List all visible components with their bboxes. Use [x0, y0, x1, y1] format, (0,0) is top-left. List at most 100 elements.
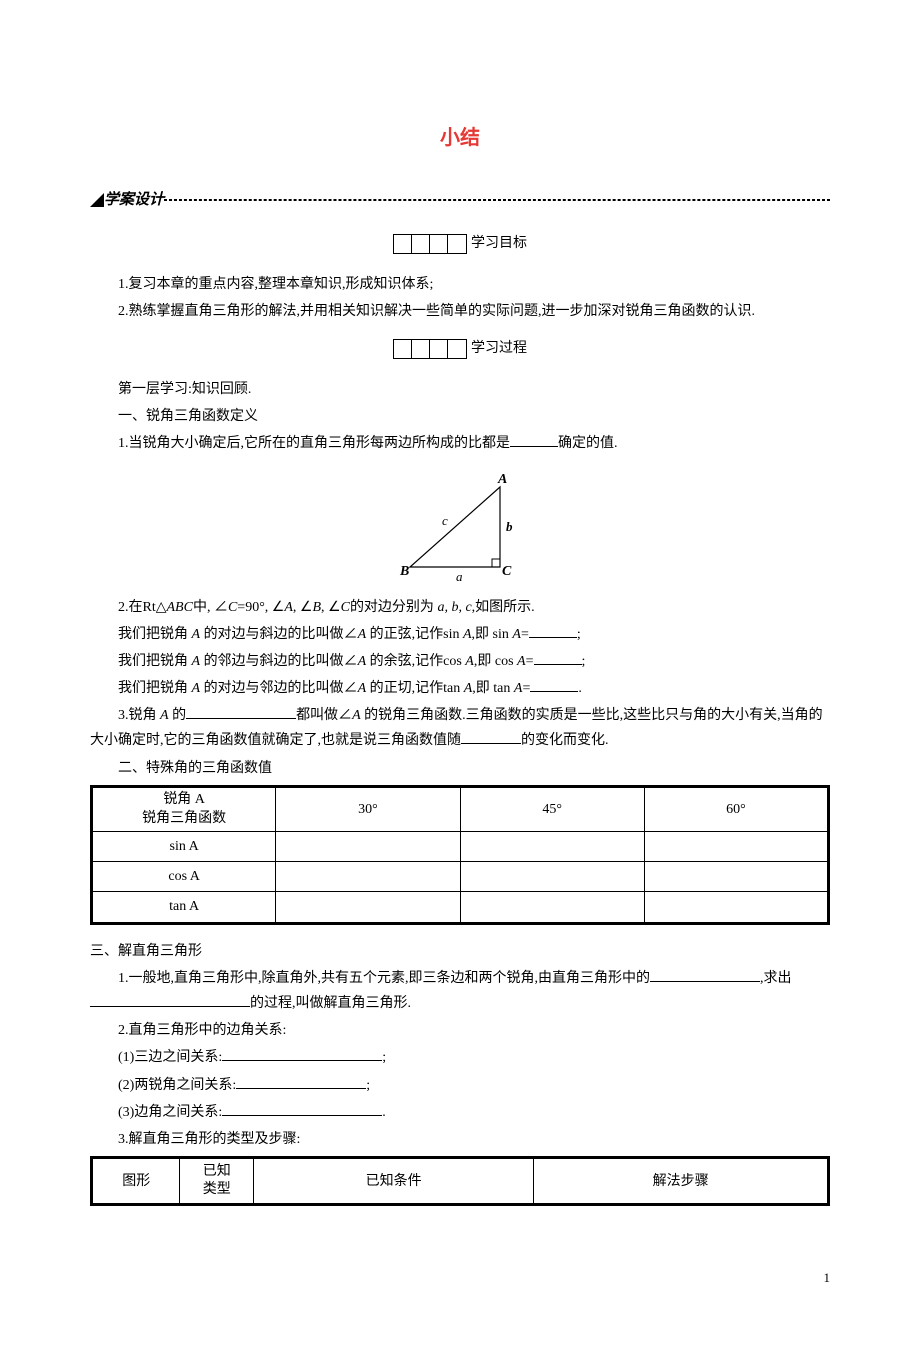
sub-label-process: 学习过程 — [471, 336, 527, 361]
trig-h3: 60° — [644, 786, 828, 831]
cos-line: 我们把锐角 A 的邻边与斜边的比叫做∠A 的余弦,记作cos A,即 cos A… — [90, 649, 830, 674]
t: =90°, ∠ — [237, 600, 284, 615]
goal-1: 1.复习本章的重点内容,整理本章知识,形成知识体系; — [90, 272, 830, 297]
t: = — [522, 681, 530, 696]
t: ; — [577, 627, 581, 642]
text: 1.当锐角大小确定后,它所在的直角三角形每两边所构成的比都是 — [118, 436, 510, 451]
right-triangle-diagram: A B C a b c — [380, 467, 540, 587]
t: ,即 tan — [472, 681, 514, 696]
t: 我们把锐角 — [118, 681, 188, 696]
t: 的邻边与斜边的比叫做∠ — [204, 654, 358, 669]
t: 1.一般地,直角三角形中,除直角外,共有五个元素,即三条边和两个锐角,由直角三角… — [118, 971, 650, 986]
t: 的正切,记作tan — [370, 681, 464, 696]
t: 的 — [172, 708, 186, 723]
svg-text:a: a — [456, 569, 463, 584]
sec3-p2-1: (1)三边之间关系:; — [90, 1045, 830, 1070]
subheading-process: 学习过程 — [90, 336, 830, 367]
t: ,如图所示. — [472, 600, 535, 615]
sec2-title: 二、特殊角的三角函数值 — [90, 756, 830, 781]
t: A — [512, 627, 521, 642]
sub-cells-icon — [393, 339, 467, 359]
t: 中, ∠ — [193, 600, 228, 615]
subheading-goals: 学习目标 — [90, 231, 830, 262]
layer1-text: 第一层学习:知识回顾. — [90, 377, 830, 402]
t: A — [352, 708, 361, 723]
steps-table: 图形 已知 类型 已知条件 解法步骤 — [90, 1156, 830, 1206]
blank — [534, 651, 582, 665]
blank — [510, 433, 558, 447]
sec3-p2: 2.直角三角形中的边角关系: — [90, 1018, 830, 1043]
blank — [236, 1075, 366, 1089]
steps-h2: 已知 类型 — [180, 1158, 254, 1205]
row-sin: sin A — [92, 832, 276, 862]
blank — [461, 730, 521, 744]
trig-h0: 锐角 A 锐角三角函数 — [92, 786, 276, 831]
t: 的对边与邻边的比叫做∠ — [204, 681, 358, 696]
triangle-bullet-icon — [90, 193, 104, 207]
t: ,即 sin — [472, 627, 513, 642]
t: . — [382, 1105, 386, 1120]
t: ABC — [167, 600, 193, 615]
t: (1)三边之间关系: — [118, 1050, 222, 1065]
t: A — [192, 627, 201, 642]
trig-h1: 30° — [276, 786, 460, 831]
sin-line: 我们把锐角 A 的对边与斜边的比叫做∠A 的正弦,记作sin A,即 sin A… — [90, 622, 830, 647]
t: 的正弦,记作sin — [370, 627, 463, 642]
t: A — [464, 681, 473, 696]
steps-h1: 图形 — [92, 1158, 180, 1205]
t: ,即 cos — [474, 654, 517, 669]
sec1-p3: 3.锐角 A 的都叫做∠A 的锐角三角函数.三角函数的实质是一些比,这些比只与角… — [90, 703, 830, 753]
tan-line: 我们把锐角 A 的对边与邻边的比叫做∠A 的正切,记作tan A,即 tan A… — [90, 676, 830, 701]
t: A — [284, 600, 293, 615]
sub-cells-icon — [393, 234, 467, 254]
t: A — [465, 654, 474, 669]
sec3-p3: 3.解直角三角形的类型及步骤: — [90, 1127, 830, 1152]
t: A — [192, 654, 201, 669]
t: , ∠ — [293, 600, 313, 615]
t: A — [358, 627, 367, 642]
t: 3.锐角 — [118, 708, 157, 723]
blank — [530, 678, 578, 692]
steps-h4: 解法步骤 — [534, 1158, 829, 1205]
sec3-p2-3: (3)边角之间关系:. — [90, 1100, 830, 1125]
t: A — [358, 654, 367, 669]
t: . — [578, 681, 582, 696]
t: A — [358, 681, 367, 696]
t: , ∠ — [321, 600, 341, 615]
t: 的对边与斜边的比叫做∠ — [204, 627, 358, 642]
svg-text:b: b — [506, 519, 513, 534]
t: ; — [382, 1050, 386, 1065]
t: (3)边角之间关系: — [118, 1105, 222, 1120]
svg-text:c: c — [442, 513, 448, 528]
design-label: 学案设计 — [104, 186, 164, 213]
blank — [90, 993, 250, 1007]
steps-h3: 已知条件 — [254, 1158, 534, 1205]
t: ; — [582, 654, 586, 669]
text: 确定的值. — [558, 436, 618, 451]
t: ,求出 — [760, 971, 792, 986]
sec1-p1: 1.当锐角大小确定后,它所在的直角三角形每两边所构成的比都是 确定的值. — [90, 431, 830, 456]
t: a, b, c — [437, 600, 471, 615]
blank — [222, 1102, 382, 1116]
blank — [650, 968, 760, 982]
t: 我们把锐角 — [118, 627, 188, 642]
t: ; — [366, 1078, 370, 1093]
t: A — [463, 627, 472, 642]
t: 锐角 A 锐角三角函数 — [142, 792, 226, 827]
t: 都叫做∠ — [296, 708, 352, 723]
row-cos: cos A — [92, 862, 276, 892]
t: = — [521, 627, 529, 642]
goal-2: 2.熟练掌握直角三角形的解法,并用相关知识解决一些简单的实际问题,进一步加深对锐… — [90, 299, 830, 324]
dash-line — [164, 199, 830, 201]
page-title: 小结 — [90, 120, 830, 156]
svg-text:B: B — [399, 564, 409, 579]
t: 我们把锐角 — [118, 654, 188, 669]
sec3-p1: 1.一般地,直角三角形中,除直角外,共有五个元素,即三条边和两个锐角,由直角三角… — [90, 966, 830, 1016]
svg-text:A: A — [497, 472, 507, 487]
sub-label-goals: 学习目标 — [471, 231, 527, 256]
blank — [222, 1047, 382, 1061]
t: 的对边分别为 — [350, 600, 434, 615]
row-tan: tan A — [92, 892, 276, 923]
sec1-p2: 2.在Rt△ABC中, ∠C=90°, ∠A, ∠B, ∠C的对边分别为 a, … — [90, 595, 830, 620]
trig-h2: 45° — [460, 786, 644, 831]
